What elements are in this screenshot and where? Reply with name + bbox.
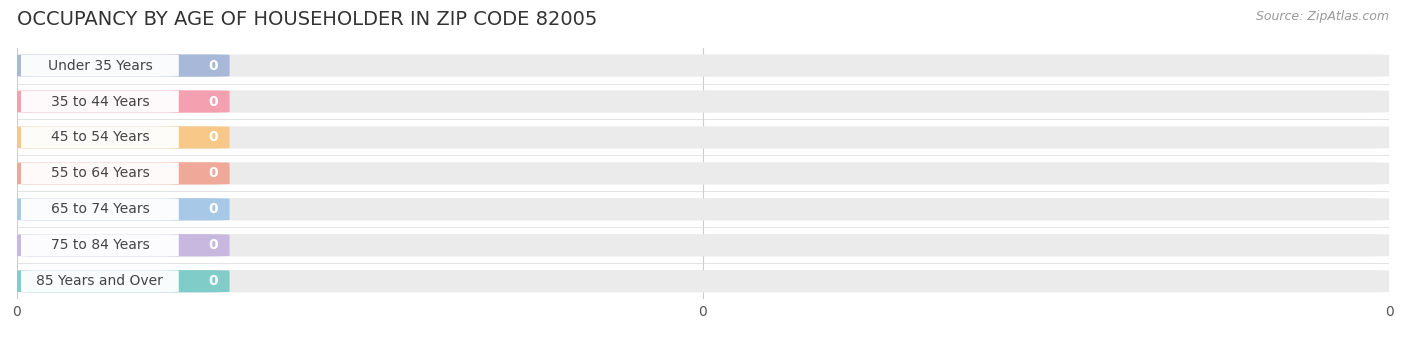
FancyBboxPatch shape xyxy=(17,90,229,113)
Text: 75 to 84 Years: 75 to 84 Years xyxy=(51,238,149,252)
FancyBboxPatch shape xyxy=(17,54,1389,77)
FancyBboxPatch shape xyxy=(17,198,229,220)
FancyBboxPatch shape xyxy=(17,126,1389,149)
Text: OCCUPANCY BY AGE OF HOUSEHOLDER IN ZIP CODE 82005: OCCUPANCY BY AGE OF HOUSEHOLDER IN ZIP C… xyxy=(17,10,598,29)
FancyBboxPatch shape xyxy=(21,90,179,113)
Text: Under 35 Years: Under 35 Years xyxy=(48,58,152,72)
Text: 65 to 74 Years: 65 to 74 Years xyxy=(51,202,149,216)
Text: 85 Years and Over: 85 Years and Over xyxy=(37,274,163,288)
FancyBboxPatch shape xyxy=(21,198,179,220)
FancyBboxPatch shape xyxy=(21,54,179,76)
FancyBboxPatch shape xyxy=(17,162,1389,185)
Text: 0: 0 xyxy=(208,131,218,144)
FancyBboxPatch shape xyxy=(17,126,229,149)
FancyBboxPatch shape xyxy=(17,270,229,292)
Text: 0: 0 xyxy=(208,202,218,216)
FancyBboxPatch shape xyxy=(17,270,1389,292)
Text: 0: 0 xyxy=(208,95,218,108)
Text: 0: 0 xyxy=(208,58,218,72)
FancyBboxPatch shape xyxy=(17,198,1389,220)
Text: 0: 0 xyxy=(208,166,218,181)
Text: Source: ZipAtlas.com: Source: ZipAtlas.com xyxy=(1256,10,1389,23)
FancyBboxPatch shape xyxy=(21,234,179,256)
FancyBboxPatch shape xyxy=(17,90,1389,113)
FancyBboxPatch shape xyxy=(21,126,179,149)
Text: 55 to 64 Years: 55 to 64 Years xyxy=(51,166,149,181)
Text: 0: 0 xyxy=(208,238,218,252)
Text: 0: 0 xyxy=(208,274,218,288)
FancyBboxPatch shape xyxy=(21,270,179,292)
Text: 45 to 54 Years: 45 to 54 Years xyxy=(51,131,149,144)
FancyBboxPatch shape xyxy=(21,163,179,184)
FancyBboxPatch shape xyxy=(17,234,1389,256)
FancyBboxPatch shape xyxy=(17,234,229,256)
FancyBboxPatch shape xyxy=(17,54,229,77)
Text: 35 to 44 Years: 35 to 44 Years xyxy=(51,95,149,108)
FancyBboxPatch shape xyxy=(17,162,229,185)
